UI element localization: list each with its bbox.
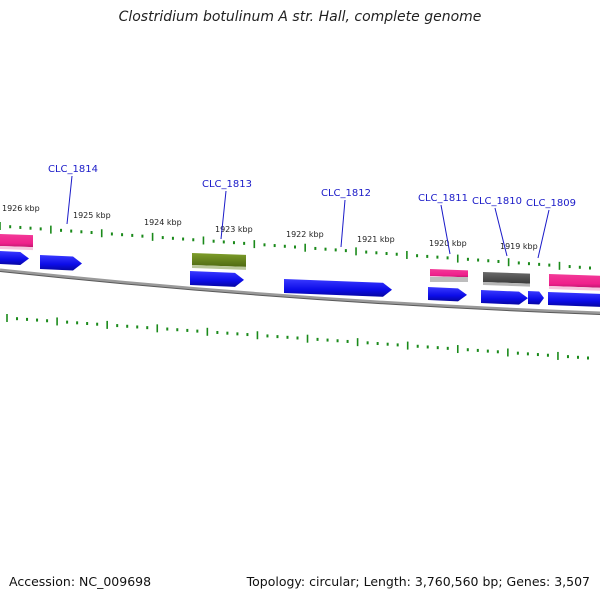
kbp-tick-label: 1922 kbp [286, 230, 324, 239]
gene-label: CLC_1814 [48, 164, 98, 175]
kbp-tick-label: 1919 kbp [500, 242, 538, 251]
genome-title: Clostridium botulinum A str. Hall, compl… [118, 9, 482, 25]
gene-label-leader [340, 199, 346, 248]
pink-feature-1809-shade [549, 286, 600, 291]
gene-label-leader [220, 190, 227, 240]
olive-feature [192, 253, 246, 267]
pink-feature-left [0, 234, 33, 248]
gene-label: CLC_1813 [202, 179, 252, 190]
label-layer: 1926 kbp 1925 kbp 1924 kbp 1923 kbp 1922 kbp… [2, 164, 576, 259]
pink-feature-1811 [430, 269, 468, 278]
genome-backbone [0, 268, 600, 315]
gene-label-leader [66, 175, 73, 225]
cds-arrow [40, 255, 82, 271]
cds-arrow [190, 271, 244, 287]
genome-summary-text: Topology: circular; Length: 3,760,560 bp… [246, 574, 590, 589]
cds-arrow [528, 291, 544, 305]
cds-arrow [428, 287, 467, 302]
gray-feature-1810-shade [483, 282, 530, 287]
cds-arrow-left [0, 251, 29, 266]
gene-label-leader [440, 204, 451, 255]
kbp-tick-label: 1925 kbp [73, 211, 111, 220]
cds-arrow [481, 290, 528, 305]
gray-feature-1810 [483, 272, 530, 284]
olive-feature-shade [192, 265, 246, 270]
gray-feature-1811 [430, 277, 468, 282]
pink-feature-left-shade [0, 246, 33, 251]
gene-label: CLC_1810 [472, 196, 522, 207]
gene-label-leader [494, 207, 508, 257]
cds-arrow [284, 279, 392, 297]
kbp-tick-label: 1921 kbp [357, 235, 395, 244]
feature-track [0, 234, 600, 307]
gene-label: CLC_1809 [526, 198, 576, 209]
gene-label-leader [537, 209, 550, 259]
kbp-tick-label: 1924 kbp [144, 218, 182, 227]
tick-marks [0, 222, 591, 360]
cds-block-right [548, 292, 600, 307]
accession-text: Accession: NC_009698 [9, 574, 152, 589]
kbp-tick-label: 1923 kbp [215, 225, 253, 234]
kbp-tick-label: 1926 kbp [2, 204, 40, 213]
pink-feature-1809 [549, 274, 600, 288]
gene-label: CLC_1812 [321, 188, 371, 199]
gene-label: CLC_1811 [418, 193, 468, 204]
